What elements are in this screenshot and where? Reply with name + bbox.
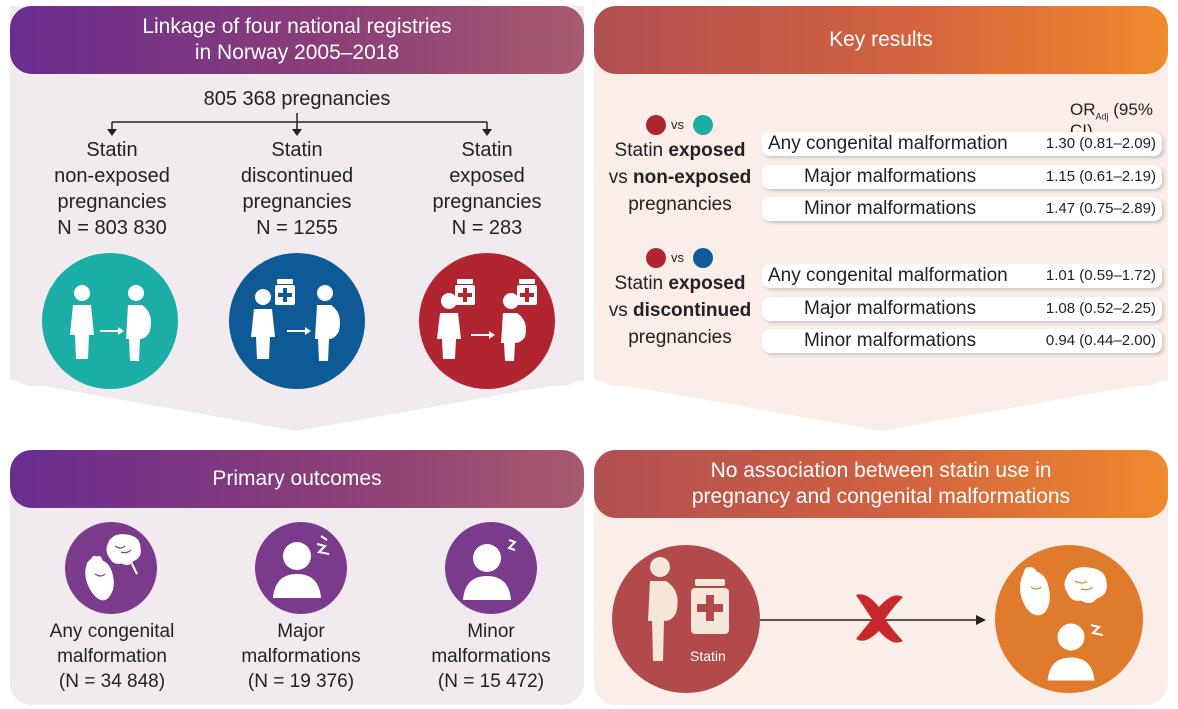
comp1-row-any: Any congenital malformation 1.30 (0.81–2…: [762, 132, 1162, 156]
group-non-exposed-l3: pregnancies: [57, 191, 167, 213]
outcomes-header: Primary outcomes: [10, 450, 584, 508]
outcome-any-l1: Any congenital: [49, 621, 175, 642]
outcome-major-l1: Major: [277, 621, 325, 642]
woman-medicine-to-pregnant-icon: [251, 279, 340, 361]
comp2-row-major-value: 1.08 (0.52–2.25): [1045, 300, 1156, 317]
outcome-minor: Minor malformations (N = 15 472): [401, 619, 581, 694]
comp1-row-major-name: Major malformations: [804, 166, 977, 187]
group-discontinued-l1: Statin: [271, 139, 323, 161]
comp2-row-minor-name: Minor malformations: [804, 330, 977, 351]
comp1-row-minor-name: Minor malformations: [804, 198, 977, 219]
linkage-title-line1: Linkage of four national registries: [142, 15, 452, 38]
outcome-any-n: (N = 34 848): [58, 671, 166, 692]
conclusion-title-line1: No association between statin use in: [710, 459, 1052, 482]
comp2-row-any-name: Any congenital malformation: [768, 265, 1008, 286]
group-discontinued-n: N = 1255: [256, 217, 338, 239]
conclusion-header: No association between statin use in pre…: [594, 450, 1168, 518]
comp1-row-major-value: 1.15 (0.61–2.19): [1045, 168, 1156, 185]
conclusion-title-line2: pregnancy and congenital malformations: [691, 485, 1071, 508]
comp1-vs: vs: [671, 117, 684, 132]
no-association-arrow: [760, 615, 986, 625]
group-exposed-l3: pregnancies: [432, 191, 542, 213]
linkage-title-line2: in Norway 2005–2018: [194, 41, 400, 64]
comp2-l2a: vs: [608, 300, 634, 321]
or-sub: Adj: [1095, 111, 1109, 122]
group-discontinued: Statin discontinued pregnancies N = 1255: [207, 137, 387, 241]
comp2-row-any: Any congenital malformation 1.01 (0.59–1…: [762, 264, 1162, 288]
woman-to-pregnant-medicine-icon: [437, 279, 537, 361]
group-exposed: Statin exposed pregnancies N = 283: [397, 137, 577, 241]
group-exposed-n: N = 283: [451, 217, 523, 239]
cross-icon: [856, 594, 903, 643]
comp1-l1b: exposed: [668, 140, 746, 161]
comp1-row-any-value: 1.30 (0.81–2.09): [1045, 135, 1156, 152]
comp2-l3: pregnancies: [628, 327, 732, 348]
person-minor-icon: [463, 539, 517, 600]
person-major-icon: [273, 535, 330, 598]
outcome-major-n: (N = 19 376): [247, 671, 355, 692]
comp1-l2b: non-exposed: [633, 167, 752, 188]
comp1-row-any-name: Any congenital malformation: [768, 133, 1008, 154]
group-discontinued-l2: discontinued: [240, 165, 354, 187]
group-non-exposed-l2: non-exposed: [54, 165, 170, 187]
total-pregnancies: 805 368 pregnancies: [203, 88, 391, 110]
comp2-l1a: Statin: [614, 273, 669, 294]
outcome-any-l2: malformation: [57, 646, 167, 667]
group-non-exposed: Statin non-exposed pregnancies N = 803 8…: [22, 137, 202, 241]
comp2-dot-discontinued: [693, 248, 713, 268]
outcome-minor-l1: Minor: [467, 621, 515, 642]
comp2-l1b: exposed: [668, 273, 746, 294]
comp2-label: Statin exposed vs discontinued pregnanci…: [600, 270, 760, 351]
group-non-exposed-n: N = 803 830: [57, 217, 167, 239]
group-exposed-l2: exposed: [449, 165, 525, 187]
comp2-vs: vs: [671, 250, 684, 265]
heart-brain-person-icon: [1019, 566, 1108, 682]
comp2-row-major: Major malformations 1.08 (0.52–2.25): [762, 297, 1162, 321]
group-non-exposed-l1: Statin: [86, 139, 138, 161]
comp2-row-any-value: 1.01 (0.59–1.72): [1045, 267, 1156, 284]
heart-brain-icon: [84, 533, 142, 602]
comp1-row-major: Major malformations 1.15 (0.61–2.19): [762, 165, 1162, 189]
outcome-minor-n: (N = 15 472): [437, 671, 545, 692]
outcome-major-l2: malformations: [241, 646, 361, 667]
comp2-row-minor: Minor malformations 0.94 (0.44–2.00): [762, 329, 1162, 353]
pregnant-statin-icon: [648, 557, 729, 661]
comp1-row-minor-value: 1.47 (0.75–2.89): [1045, 200, 1156, 217]
results-header: Key results: [594, 6, 1168, 74]
comp1-row-minor: Minor malformations 1.47 (0.75–2.89): [762, 197, 1162, 221]
comp1-l3: pregnancies: [628, 194, 732, 215]
comp2-row-minor-value: 0.94 (0.44–2.00): [1045, 332, 1156, 349]
comp2-l2b: discontinued: [633, 300, 752, 321]
outcome-any: Any congenital malformation (N = 34 848): [22, 619, 202, 694]
results-title: Key results: [829, 28, 933, 51]
group-exposed-l1: Statin: [461, 139, 513, 161]
group-discontinued-l3: pregnancies: [242, 191, 352, 213]
woman-to-pregnant-icon: [70, 285, 151, 361]
discontinued-circle: [229, 253, 365, 389]
group-tree-lines: [107, 113, 492, 136]
statin-pregnancy-circle: [612, 545, 760, 693]
comp1-l1a: Statin: [614, 140, 669, 161]
statin-label: Statin: [690, 648, 726, 664]
outcome-major: Major malformations (N = 19 376): [211, 619, 391, 694]
comp2-dot-exposed: [646, 248, 666, 268]
comp1-l2a: vs: [608, 167, 634, 188]
non-exposed-circle: [42, 253, 178, 389]
comp2-row-major-name: Major malformations: [804, 298, 977, 319]
outcomes-title: Primary outcomes: [212, 467, 382, 490]
comp1-dot-nonexposed: [693, 115, 713, 135]
comp1-dot-exposed: [646, 115, 666, 135]
outcome-minor-l2: malformations: [431, 646, 551, 667]
comp1-label: Statin exposed vs non-exposed pregnancie…: [600, 137, 760, 218]
or-label: OR: [1070, 100, 1096, 119]
linkage-header: Linkage of four national registries in N…: [10, 6, 584, 74]
